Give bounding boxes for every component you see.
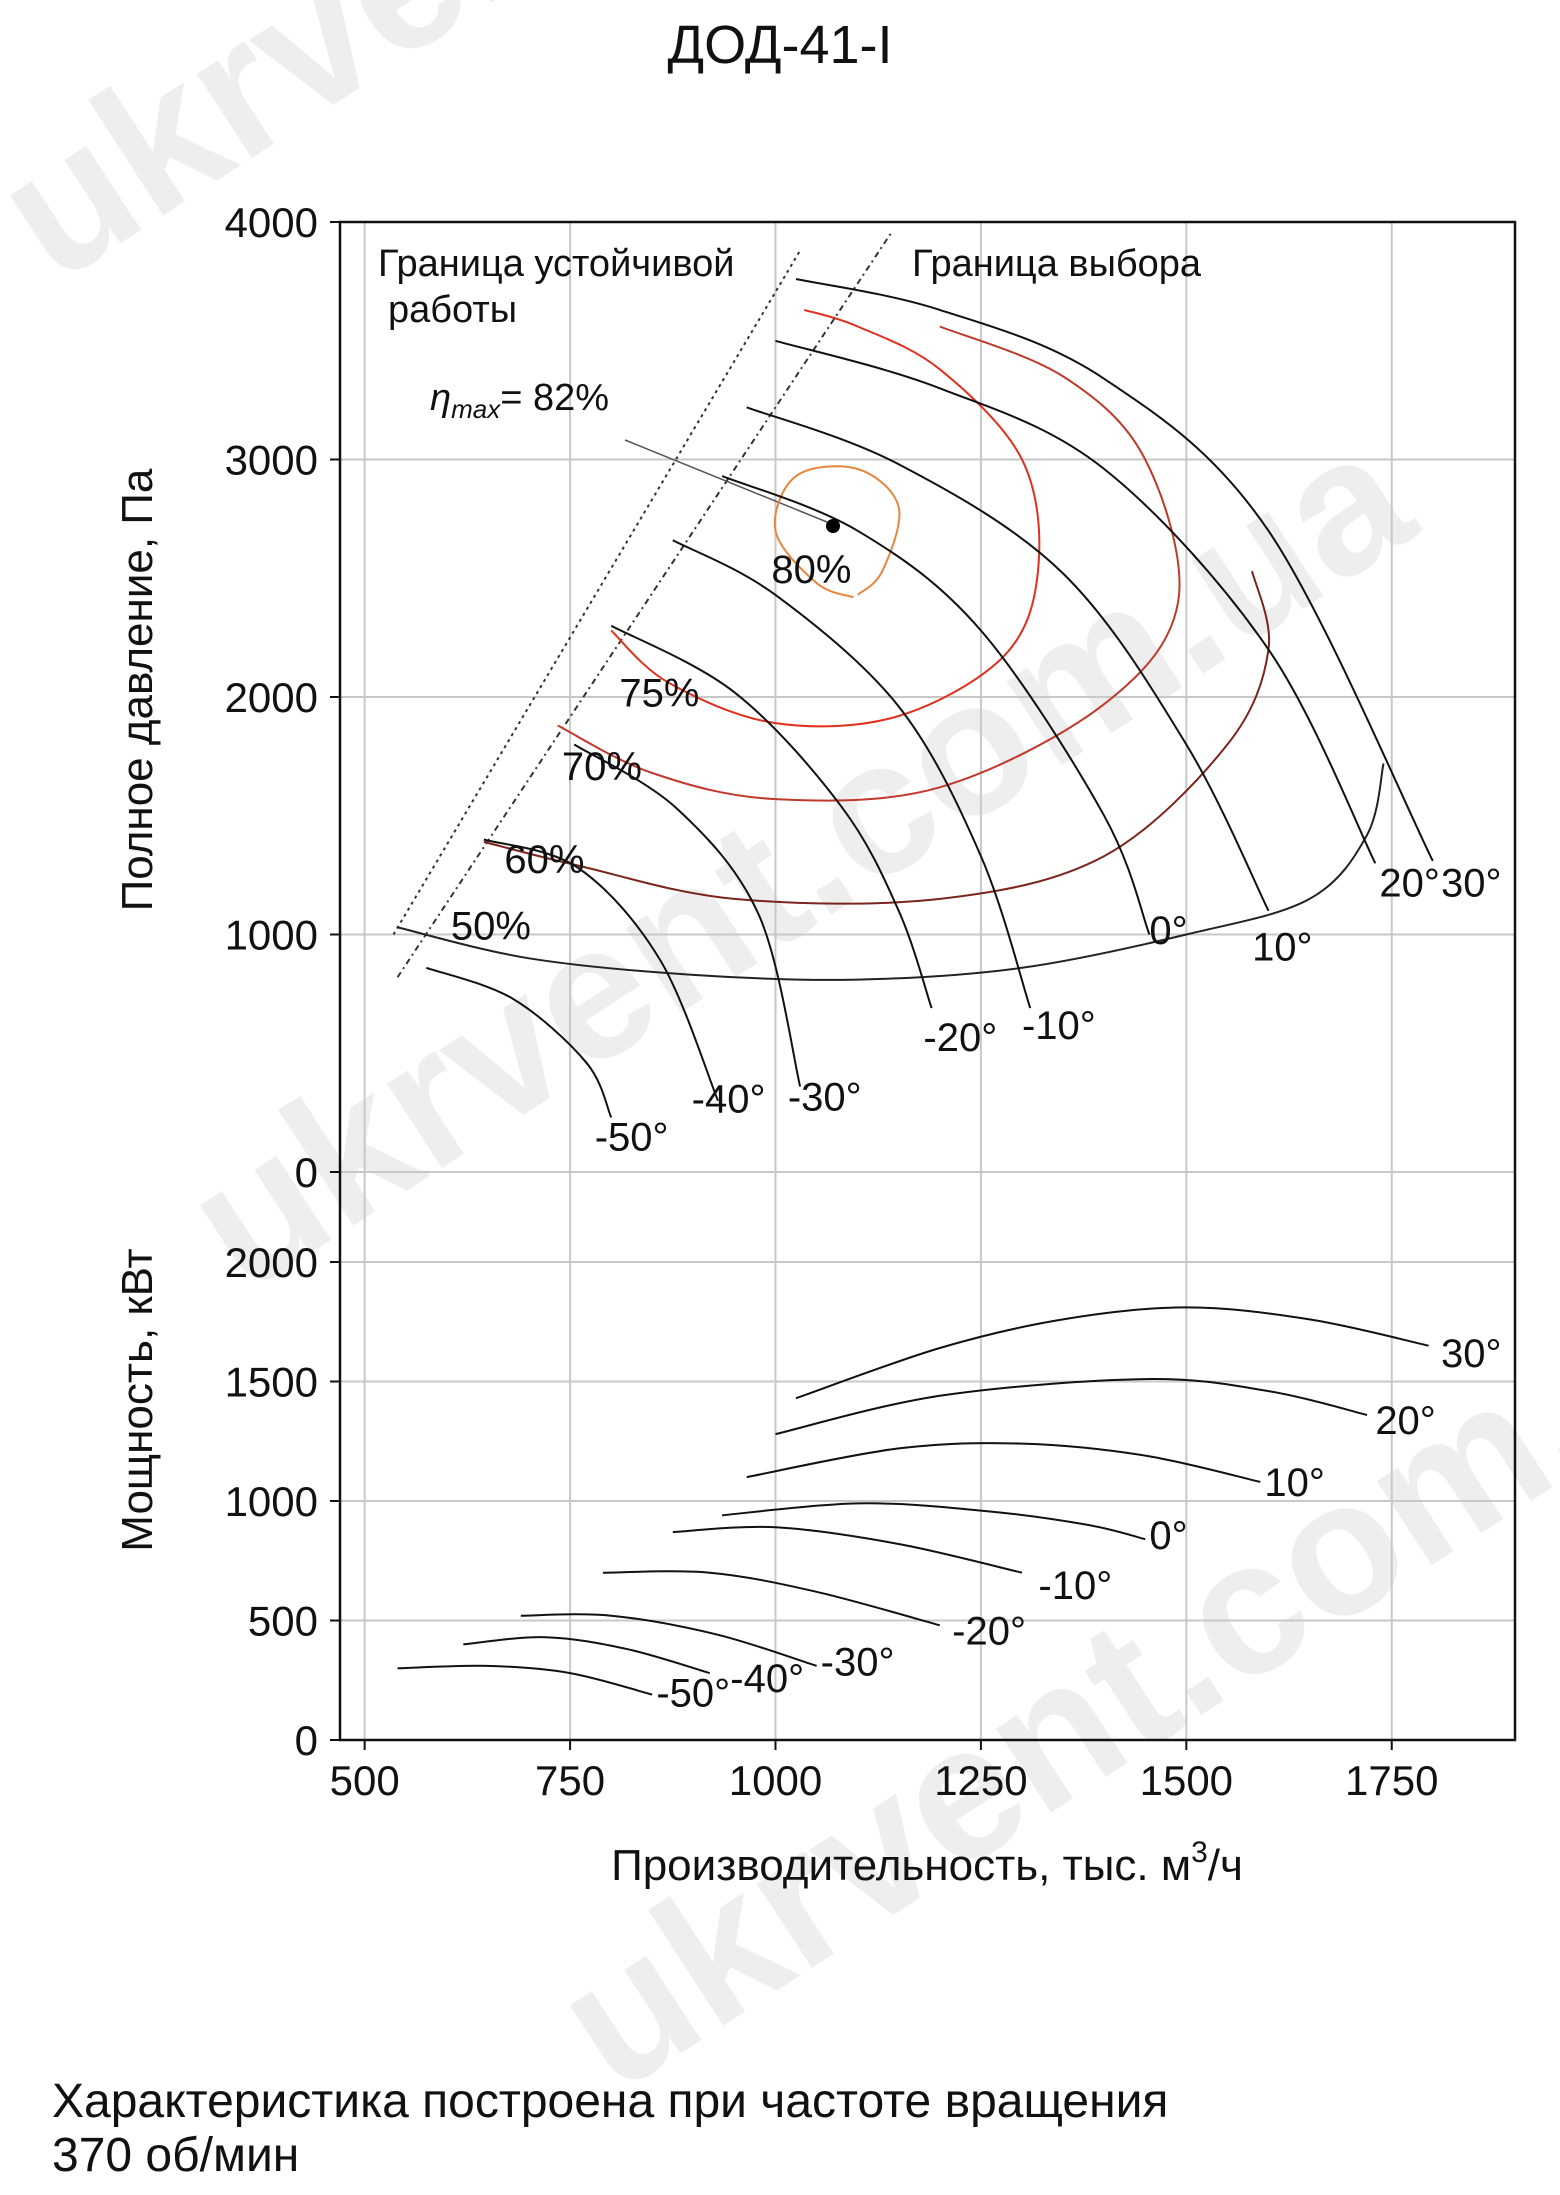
y-tick-label-pressure: 1000	[225, 912, 318, 959]
blade-angle-curves	[397, 278, 1434, 1696]
y-tick-label-power: 500	[248, 1598, 318, 1645]
power-curve-label: -30°	[821, 1640, 895, 1684]
efficiency-contour	[610, 308, 1041, 728]
stable-boundary-line	[392, 249, 801, 936]
plot-frame	[338, 220, 1517, 1742]
efficiency-label: 70%	[562, 745, 642, 789]
y-tick-label-power: 0	[295, 1717, 318, 1764]
x-axis-label: Производительность, тыс. м3/ч	[611, 1836, 1243, 1890]
y-tick-label-power: 2000	[225, 1239, 318, 1286]
power-curve	[746, 1442, 1261, 1483]
pressure-curve-label: 0°	[1149, 909, 1187, 953]
power-curve	[397, 1664, 653, 1696]
selection-boundary-line	[396, 233, 892, 978]
power-curve	[795, 1306, 1429, 1400]
efficiency-label: 75%	[619, 672, 699, 716]
rotation-speed-note: Характеристика построена при частоте вра…	[52, 2075, 1522, 2183]
pressure-curve	[775, 339, 1377, 864]
eta-max-leader	[624, 439, 828, 523]
boundaries	[392, 233, 892, 978]
note-line-2: 370 об/мин	[52, 2129, 300, 2182]
y-tick-label-pressure: 2000	[225, 674, 318, 721]
y-tick-label-power: 1500	[225, 1359, 318, 1406]
pressure-curve-label: -30°	[788, 1075, 862, 1119]
power-curve-label: -10°	[1038, 1564, 1112, 1608]
pressure-curve-label: -10°	[1022, 1004, 1096, 1048]
pressure-curve-label: 30°	[1441, 862, 1502, 906]
power-curve	[775, 1378, 1368, 1436]
eta-max-label: ηmax= 82%	[430, 377, 609, 424]
pressure-curve	[672, 539, 1032, 1009]
x-tick-label: 750	[535, 1757, 605, 1804]
power-curve-label: -40°	[730, 1657, 804, 1701]
power-curve	[463, 1636, 711, 1675]
y-tick-label-pressure: 4000	[225, 199, 318, 246]
pressure-curve-label: 10°	[1252, 926, 1313, 970]
x-tick-label: 1750	[1345, 1757, 1438, 1804]
efficiency-label: 60%	[504, 838, 584, 882]
y-tick-label-power: 1000	[225, 1478, 318, 1525]
efficiency-label: 50%	[451, 904, 531, 948]
power-curve	[602, 1570, 941, 1627]
power-curve-label: -50°	[656, 1672, 730, 1716]
efficiency-contour	[773, 465, 901, 599]
pressure-curve	[795, 278, 1434, 862]
x-tick-label: 1500	[1140, 1757, 1233, 1804]
note-line-1: Характеристика построена при частоте вра…	[52, 2075, 1169, 2128]
pressure-curve	[573, 743, 802, 1087]
stable-boundary-label-line1: Граница устойчивой	[378, 243, 734, 285]
power-curve-label: 10°	[1264, 1461, 1325, 1505]
pressure-curve	[610, 624, 933, 1009]
efficiency-contour	[397, 763, 1385, 981]
grid	[340, 221, 1515, 1741]
y-axis-label-power: Мощность, кВт	[113, 1248, 162, 1551]
efficiency-contours	[397, 308, 1385, 981]
eta-max-point	[826, 519, 841, 533]
stable-boundary-label-line2: работы	[388, 289, 517, 331]
power-curve	[520, 1613, 817, 1667]
pressure-curve-label: -40°	[692, 1078, 766, 1122]
pressure-curve	[425, 966, 613, 1118]
x-tick-label: 1000	[729, 1757, 822, 1804]
pressure-curve-label: -20°	[923, 1016, 997, 1060]
y-tick-label-pressure: 3000	[225, 437, 318, 484]
selection-boundary-label: Граница выбора	[912, 243, 1202, 285]
x-tick-label: 500	[330, 1757, 400, 1804]
power-curve-label: 30°	[1441, 1332, 1502, 1376]
efficiency-contour	[557, 325, 1181, 802]
y-axis-label-pressure: Полное давление, Па	[113, 468, 162, 911]
pressure-curve	[483, 838, 719, 1102]
power-curve-label: -20°	[952, 1609, 1026, 1653]
efficiency-contour	[483, 570, 1271, 905]
power-curve-label: 0°	[1149, 1514, 1187, 1558]
pressure-curve-label: -50°	[595, 1116, 669, 1160]
chart-title: ДОД-41-I	[667, 15, 893, 75]
pressure-curve	[721, 475, 1151, 935]
axes: 500 750 1000 1250 1500 1750 4000 3000 2000 1000 0 2…	[113, 199, 1517, 1890]
power-curve	[722, 1502, 1146, 1541]
power-curve-label: 20°	[1375, 1399, 1436, 1443]
y-tick-label-pressure: 0	[295, 1149, 318, 1196]
pressure-curve	[746, 406, 1270, 912]
power-curve	[672, 1525, 1023, 1574]
pressure-curve-label: 20°	[1379, 862, 1440, 906]
x-tick-label: 1250	[934, 1757, 1027, 1804]
efficiency-label: 80%	[771, 548, 851, 592]
